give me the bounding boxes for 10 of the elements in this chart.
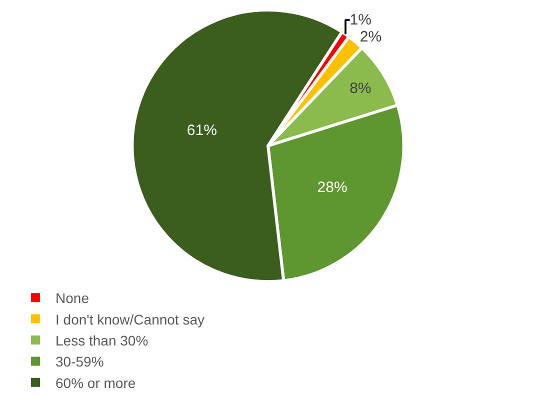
data-label: 8%: [350, 80, 372, 97]
legend-label: None: [56, 290, 90, 306]
data-label: 1%: [350, 12, 372, 29]
data-label: 61%: [186, 122, 217, 139]
legend-label: Less than 30%: [56, 332, 148, 348]
data-label: 2%: [360, 28, 382, 46]
legend-label: 60% or more: [56, 374, 136, 391]
legend-label: 30-59%: [56, 354, 104, 370]
data-label: 28%: [317, 179, 348, 196]
legend-label: I don't know/Cannot say: [56, 311, 205, 328]
